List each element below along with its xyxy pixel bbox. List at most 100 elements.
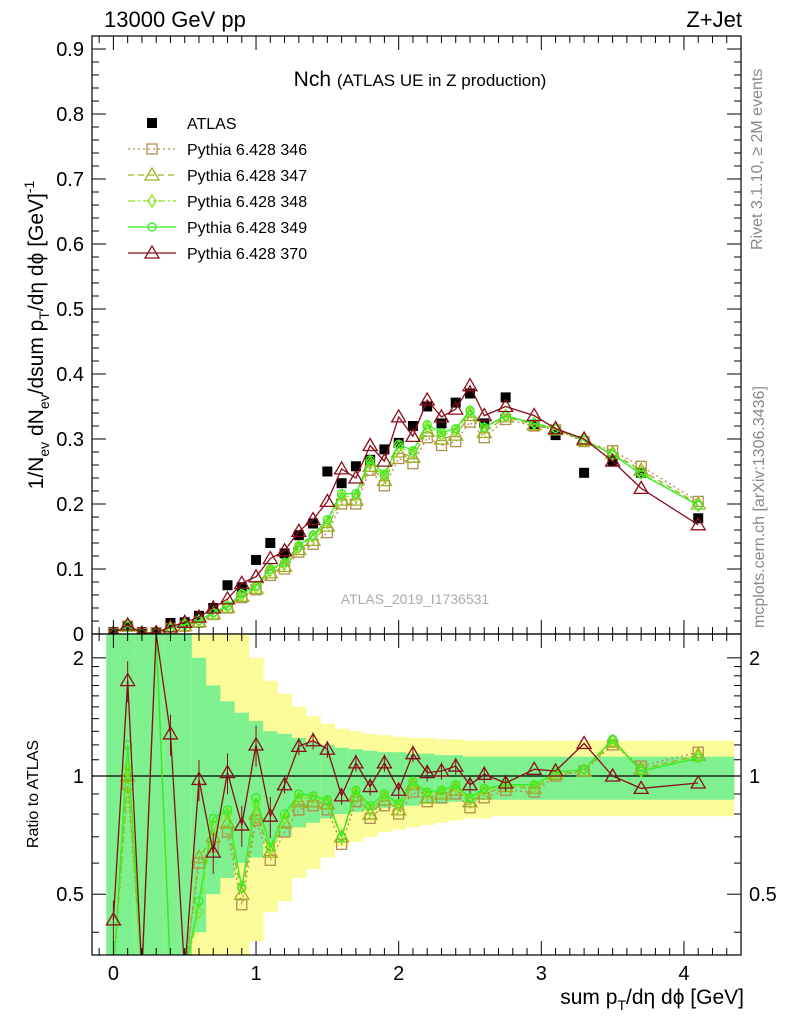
legend-entry: Pythia 6.428 349 (128, 220, 307, 237)
data-point (276, 542, 293, 557)
data-point (547, 420, 564, 435)
data-point (190, 608, 208, 623)
series-line (113, 414, 699, 634)
data-point (336, 478, 347, 489)
data-point (279, 556, 290, 571)
x-tick-label: 1 (250, 963, 261, 985)
ratio-point (276, 776, 293, 791)
data-point (635, 460, 647, 472)
data-point (633, 480, 650, 495)
data-point (526, 407, 543, 422)
data-point (233, 575, 250, 589)
legend-marker (143, 166, 161, 181)
rivet-label: Rivet 3.1.10, ≥ 2M events (749, 69, 766, 250)
data-point (236, 582, 247, 593)
data-point (222, 599, 233, 614)
data-point (451, 423, 461, 434)
data-point (433, 408, 450, 423)
ratio-point (636, 763, 646, 779)
legend-label: Pythia 6.428 346 (187, 142, 307, 159)
xlabel: sum pT/dη dϕ [GeV] (560, 986, 744, 1013)
ratio-point (379, 788, 390, 804)
ratio-point (278, 826, 291, 838)
ratio-point (347, 754, 365, 769)
legend-label: Pythia 6.428 348 (187, 194, 307, 211)
data-point (279, 557, 290, 568)
ratio-line (112, 634, 699, 955)
ratio-point (290, 793, 307, 808)
series-5 (108, 377, 707, 634)
ratio-point (233, 885, 250, 900)
ratio-point (362, 805, 379, 820)
data-point (294, 540, 304, 551)
data-point (350, 498, 362, 510)
ratio-point (308, 791, 318, 801)
ratio-y-tick-label: 0.5 (56, 884, 84, 906)
data-point (347, 469, 365, 484)
data-point (436, 427, 447, 438)
band-inner (391, 752, 407, 806)
ratio-point (219, 814, 236, 829)
ratio-point (290, 738, 307, 752)
legend-marker (147, 222, 157, 232)
legend-label: Pythia 6.428 347 (187, 168, 307, 185)
data-point (308, 529, 318, 544)
ratio-point (119, 672, 136, 687)
ratio-point (464, 802, 476, 814)
legend-entry: Pythia 6.428 348 (128, 193, 307, 211)
band-inner (149, 634, 164, 955)
ratio-point (419, 789, 436, 804)
ratio-point (479, 783, 489, 794)
ratio-point (208, 817, 219, 833)
ratio-point (205, 843, 222, 858)
band-inner (334, 747, 350, 815)
y-tick-label: 0.4 (56, 364, 84, 386)
data-point (136, 625, 148, 634)
ratio-point (208, 813, 218, 824)
ratio-point (690, 774, 707, 789)
ratio-point (162, 725, 179, 740)
ratio-point (690, 746, 707, 761)
ratio-y-tick-label-right: 1 (749, 766, 760, 788)
data-point (476, 424, 493, 439)
legend-entry: Pythia 6.428 370 (128, 244, 307, 263)
data-point (294, 539, 304, 555)
data-point (500, 408, 511, 423)
y-tick-label: 0.6 (56, 234, 84, 256)
ratio-point (636, 766, 646, 776)
data-point (308, 530, 318, 540)
data-point (575, 430, 593, 445)
data-point (436, 418, 447, 429)
ratio-y-tick-label-right: 2 (749, 648, 760, 670)
ratio-point (105, 911, 122, 926)
ratio-point (579, 764, 589, 774)
ratio-point (294, 789, 304, 799)
ratio-point (379, 789, 390, 799)
ratio-point (351, 784, 361, 800)
legend-label: Pythia 6.428 370 (187, 246, 307, 263)
data-point (422, 420, 432, 430)
data-point (262, 550, 279, 565)
mcplots-label: mcplots.cern.ch [arXiv:1306.3436] (751, 386, 768, 628)
data-point (304, 511, 322, 526)
data-point (347, 491, 365, 506)
ratio-point (408, 775, 418, 791)
data-point (379, 469, 390, 484)
ratio-y-tick-label: 1 (73, 766, 84, 788)
data-point (350, 461, 361, 472)
y-tick-label: 0.7 (56, 169, 84, 191)
ratio-point (433, 762, 450, 777)
data-point (379, 444, 390, 455)
header-right: Z+Jet (686, 7, 742, 32)
data-point (636, 467, 647, 478)
legend-marker (147, 118, 157, 128)
x-tick-label: 3 (536, 963, 547, 985)
ratio-point (336, 829, 347, 844)
data-point (633, 461, 650, 476)
data-point (308, 518, 319, 529)
data-point (447, 426, 464, 441)
legend-entry: Pythia 6.428 346 (128, 142, 307, 159)
data-point (636, 469, 646, 479)
legend-entry: Pythia 6.428 347 (128, 166, 307, 185)
ratio-line (114, 634, 699, 955)
